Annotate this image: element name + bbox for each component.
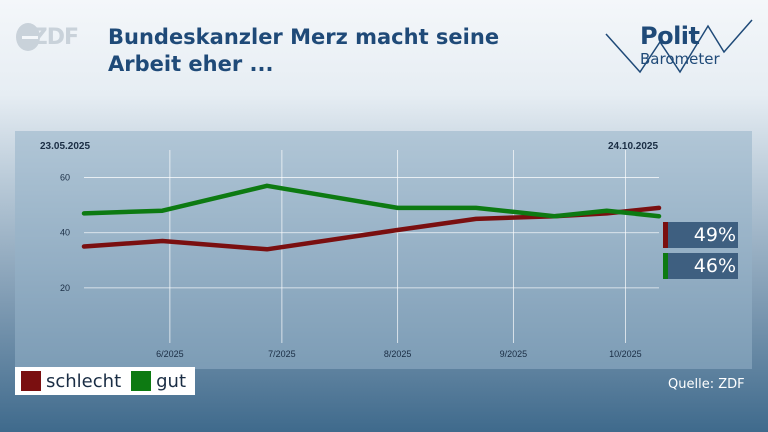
legend: schlecht gut bbox=[15, 367, 195, 395]
end-value-gut: 46% bbox=[663, 253, 738, 279]
chart-title: Bundeskanzler Merz macht seine Arbeit eh… bbox=[108, 25, 500, 76]
politbarometer-zigzag-icon bbox=[605, 19, 753, 74]
legend-label-schlecht: schlecht bbox=[46, 370, 122, 392]
zdf-logo: ZDF bbox=[16, 22, 79, 52]
end-value-schlecht-marker bbox=[663, 222, 668, 248]
chart-panel bbox=[15, 131, 752, 369]
y-tick-label-40: 40 bbox=[60, 228, 70, 238]
legend-swatch-schlecht bbox=[21, 371, 41, 391]
x-tick-label-1: 7/2025 bbox=[268, 349, 296, 359]
end-value-schlecht: 49% bbox=[663, 222, 738, 248]
legend-swatch-gut bbox=[131, 371, 152, 391]
legend-item-gut: gut bbox=[131, 371, 186, 392]
date-start-label: 23.05.2025 bbox=[40, 141, 91, 152]
end-value-gut-marker bbox=[663, 253, 668, 279]
politbarometer-logo: Polit Barometer bbox=[600, 12, 760, 92]
x-tick-label-4: 10/2025 bbox=[609, 349, 642, 359]
zdf-logo-mark bbox=[16, 23, 40, 51]
y-tick-label-60: 60 bbox=[60, 173, 70, 183]
end-value-schlecht-text: 49% bbox=[693, 224, 736, 246]
date-end-label: 24.10.2025 bbox=[608, 141, 659, 152]
source-label: Quelle: ZDF bbox=[668, 377, 745, 392]
x-tick-label-2: 8/2025 bbox=[384, 349, 412, 359]
x-tick-label-3: 9/2025 bbox=[500, 349, 528, 359]
politbarometer-polit: Polit bbox=[640, 22, 700, 50]
x-tick-label-0: 6/2025 bbox=[156, 349, 184, 359]
y-tick-label-20: 20 bbox=[60, 283, 70, 293]
series-line-gut bbox=[81, 183, 662, 219]
politbarometer-barometer: Barometer bbox=[640, 50, 720, 68]
legend-item-schlecht: schlecht bbox=[21, 371, 121, 392]
end-value-gut-text: 46% bbox=[693, 255, 736, 277]
legend-label-gut: gut bbox=[156, 370, 187, 392]
